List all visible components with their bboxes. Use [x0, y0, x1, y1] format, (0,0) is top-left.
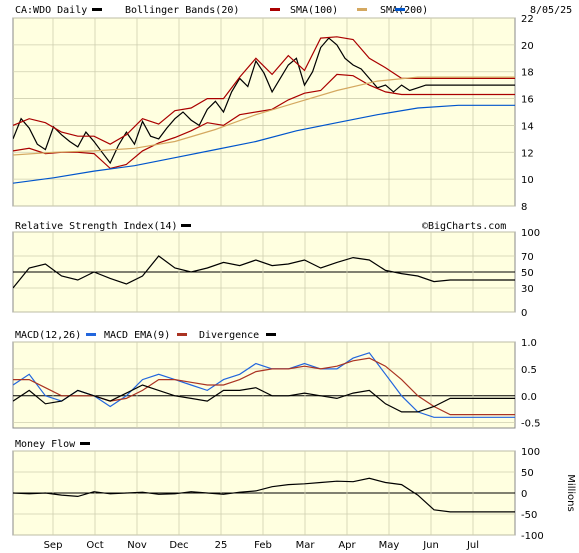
xtick-7: Apr: [338, 540, 356, 551]
xtick-10: Jul: [466, 540, 479, 551]
legend-swatch-0: [92, 8, 102, 11]
moneyflow-legend-swatch: [80, 442, 90, 445]
rsi-legend-swatch: [181, 224, 191, 227]
macd-legend-swatch-0: [86, 333, 96, 336]
price-yticks: 22 20 18 16 14 12 10 8: [521, 14, 534, 213]
macd-series-2: [13, 384, 515, 413]
legend-swatch-2: [357, 8, 367, 11]
x-axis-ticks: Sep Oct Nov Dec 25 Feb Mar Apr May Jun Jul: [44, 540, 479, 551]
moneyflow-ytick-2: 0: [521, 489, 527, 500]
rsi-ytick-1: 70: [521, 252, 534, 263]
xtick-9: Jun: [422, 540, 439, 551]
macd-ytick-0: 1.0: [521, 338, 537, 349]
moneyflow-ytick-3: -50: [521, 510, 537, 521]
price-series-4: [13, 104, 515, 184]
rsi-yticks: 100 70 50 30 0: [521, 228, 540, 319]
xtick-0: Sep: [44, 540, 63, 551]
price-ytick-7: 8: [521, 202, 527, 213]
macd-ytick-1: 0.5: [521, 365, 537, 376]
xtick-5: Feb: [254, 540, 272, 551]
legend-swatch-3: [395, 8, 405, 11]
price-ytick-2: 18: [521, 68, 534, 79]
xtick-2: Nov: [127, 540, 147, 551]
price-series-1: [13, 36, 515, 145]
price-series: [13, 36, 515, 184]
moneyflow-ylabel: Millions: [565, 474, 576, 511]
price-ytick-6: 10: [521, 175, 534, 186]
xtick-1: Oct: [86, 540, 103, 551]
moneyflow-ytick-1: 50: [521, 468, 534, 479]
moneyflow-yticks: 100 50 0 -50 -100: [521, 447, 544, 542]
moneyflow-series: [13, 477, 515, 513]
macd-series-0: [13, 352, 515, 418]
rsi-title: Relative Strength Index(14): [15, 221, 178, 232]
xtick-6: Mar: [296, 540, 316, 551]
xtick-8: May: [379, 540, 400, 551]
moneyflow-ytick-4: -100: [521, 531, 544, 542]
price-grid: [13, 17, 515, 207]
price-ytick-1: 20: [521, 41, 534, 52]
macd-ema-label: MACD EMA(9): [104, 330, 170, 341]
price-series-2: [13, 73, 515, 170]
macd-legend-swatch-1: [177, 333, 187, 336]
price-series-3: [13, 76, 515, 156]
price-ytick-3: 16: [521, 95, 534, 106]
xtick-4: 25: [215, 540, 228, 551]
xtick-3: Dec: [169, 540, 188, 551]
moneyflow-title: Money Flow: [15, 439, 76, 450]
legend-sma100: SMA(100): [290, 5, 338, 16]
macd-panel: [12, 341, 516, 429]
legend-bollinger: Bollinger Bands(20): [125, 5, 239, 16]
rsi-series: [13, 255, 515, 289]
rsi-ytick-0: 100: [521, 228, 540, 239]
rsi-watermark: ©BigCharts.com: [422, 221, 506, 232]
price-ytick-4: 14: [521, 121, 534, 132]
macd-legend-swatch-2: [266, 333, 276, 336]
macd-grid: [13, 341, 515, 428]
macd-divergence-label: Divergence: [199, 330, 259, 341]
legend-swatch-1: [270, 8, 280, 11]
rsi-ytick-2: 50: [521, 268, 534, 279]
price-date: 8/05/25: [530, 5, 572, 16]
price-ytick-0: 22: [521, 14, 534, 25]
macd-ytick-2: 0.0: [521, 392, 537, 403]
moneyflow-ytick-0: 100: [521, 447, 540, 458]
moneyflow-grid: [13, 450, 515, 536]
price-title: CA:WDO Daily: [15, 5, 87, 16]
macd-ytick-3: -0.5: [521, 419, 541, 430]
rsi-ytick-4: 0: [521, 308, 527, 319]
macd-yticks: 1.0 0.5 0.0 -0.5: [521, 338, 541, 430]
moneyflow-series-0: [13, 477, 515, 513]
macd-title: MACD(12,26): [15, 330, 81, 341]
price-ytick-5: 12: [521, 148, 534, 159]
price-series-0: [13, 37, 515, 165]
rsi-ytick-3: 30: [521, 284, 534, 295]
rsi-series-0: [13, 255, 515, 289]
macd-series: [13, 352, 515, 418]
